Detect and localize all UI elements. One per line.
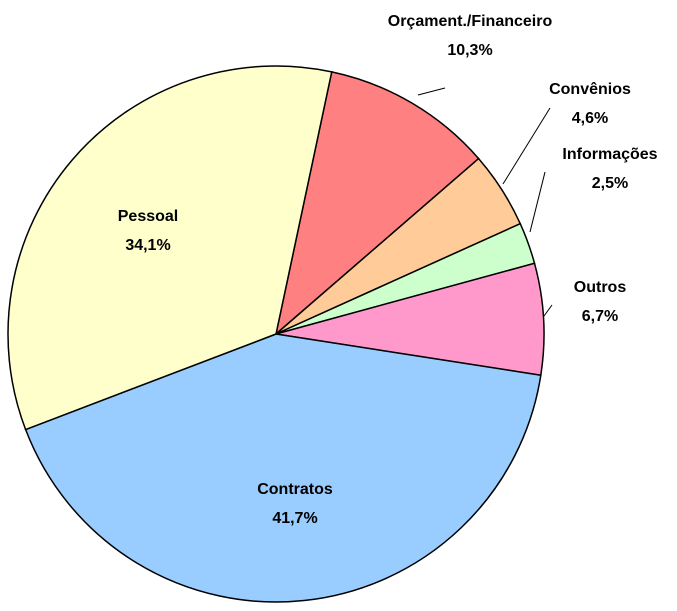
pie-slice: [275, 262, 545, 377]
leader-line: [417, 87, 446, 96]
slice-value: 6,7%: [582, 308, 618, 325]
pie-slice: [24, 333, 542, 603]
slice-value: 4,6%: [572, 110, 608, 127]
leader-line: [529, 171, 546, 233]
slice-value: 10,3%: [447, 42, 492, 59]
slice-label: Orçament./Financeiro: [388, 13, 553, 30]
leader-line: [502, 107, 551, 185]
pie-slice: [274, 70, 480, 337]
leader-line: [543, 304, 553, 317]
slice-value: 34,1%: [125, 237, 170, 254]
slice-value: 41,7%: [272, 510, 317, 527]
pie-slice: [7, 65, 333, 431]
slice-label: Pessoal: [118, 208, 178, 225]
slice-label: Informações: [562, 146, 657, 163]
slice-value: 2,5%: [592, 175, 628, 192]
slice-label: Convênios: [549, 81, 631, 98]
slice-label: Contratos: [257, 481, 333, 498]
slice-label: Outros: [574, 279, 627, 296]
